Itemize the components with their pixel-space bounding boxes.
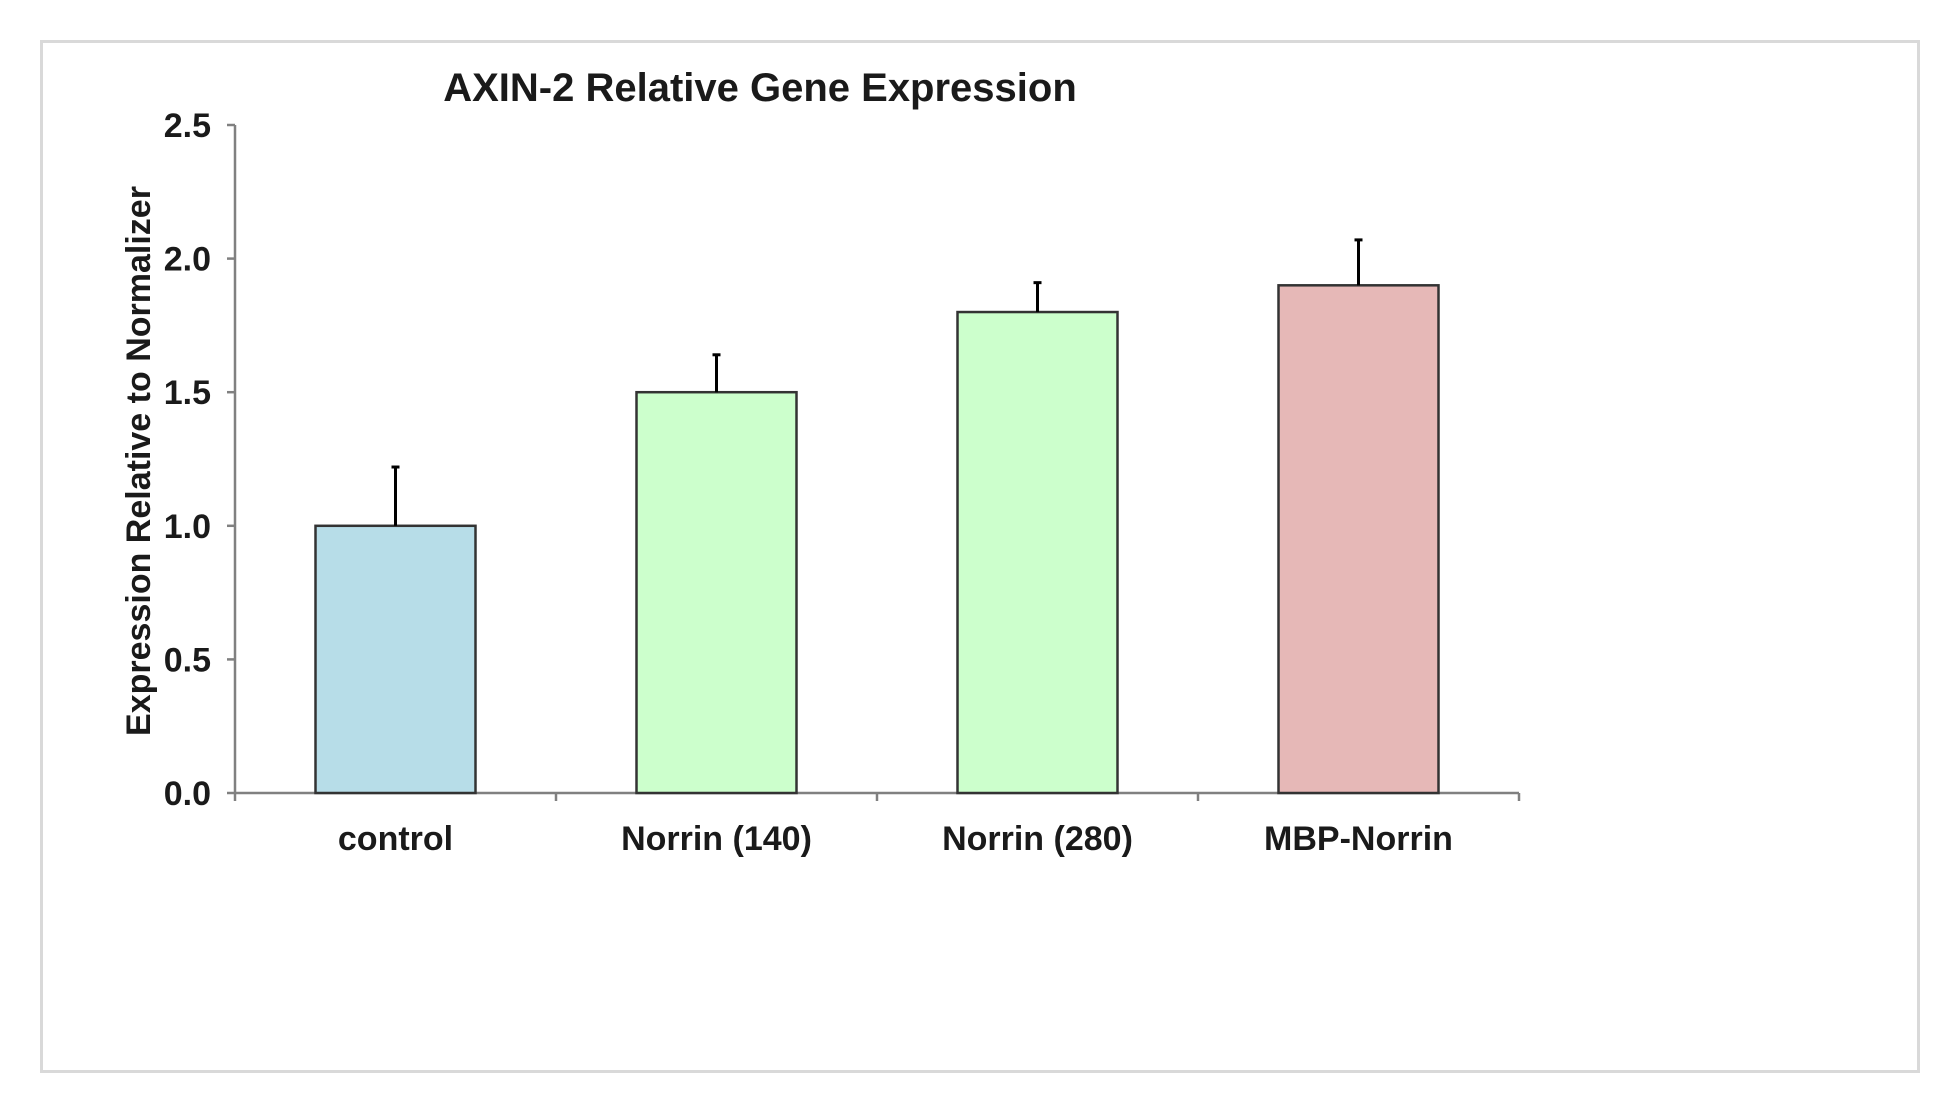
y-tick-label: 0.0 [164, 775, 211, 813]
bar [314, 524, 477, 795]
x-tick-label: control [338, 820, 453, 858]
bar-chart: AXIN-2 Relative Gene Expression Expressi… [120, 66, 1521, 858]
y-axis-label: Expression Relative to Normalizer [120, 186, 158, 736]
plot-area: 0.0 0.5 1.0 1.5 2.0 2.5 control Norrin (140) Nor… [164, 107, 1521, 858]
y-tick-label: 0.5 [164, 641, 211, 679]
y-tick-label: 1.5 [164, 374, 211, 412]
y-tick-label: 2.5 [164, 107, 211, 145]
y-tick-label: 1.0 [164, 508, 211, 546]
y-tick-label: 2.0 [164, 241, 211, 279]
bar [1277, 284, 1440, 795]
x-tick-label: MBP-Norrin [1264, 820, 1453, 858]
x-tick-label: Norrin (140) [621, 820, 812, 858]
x-tick-label: Norrin (280) [942, 820, 1133, 858]
chart-title: AXIN-2 Relative Gene Expression [443, 66, 1077, 110]
chart-frame: AXIN-2 Relative Gene Expression Expressi… [40, 40, 1920, 1073]
bar [635, 390, 798, 795]
bar [956, 310, 1119, 795]
